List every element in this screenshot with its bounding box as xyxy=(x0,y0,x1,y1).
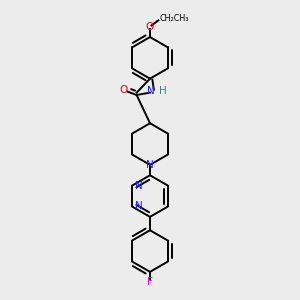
Text: H: H xyxy=(159,86,167,96)
Text: F: F xyxy=(147,277,153,287)
Text: N: N xyxy=(147,86,154,96)
Text: CH₂CH₃: CH₂CH₃ xyxy=(160,14,189,22)
Text: O: O xyxy=(119,85,128,95)
Text: N: N xyxy=(146,160,154,170)
Text: N: N xyxy=(135,181,142,191)
Text: O: O xyxy=(146,22,154,32)
Text: N: N xyxy=(135,202,142,212)
